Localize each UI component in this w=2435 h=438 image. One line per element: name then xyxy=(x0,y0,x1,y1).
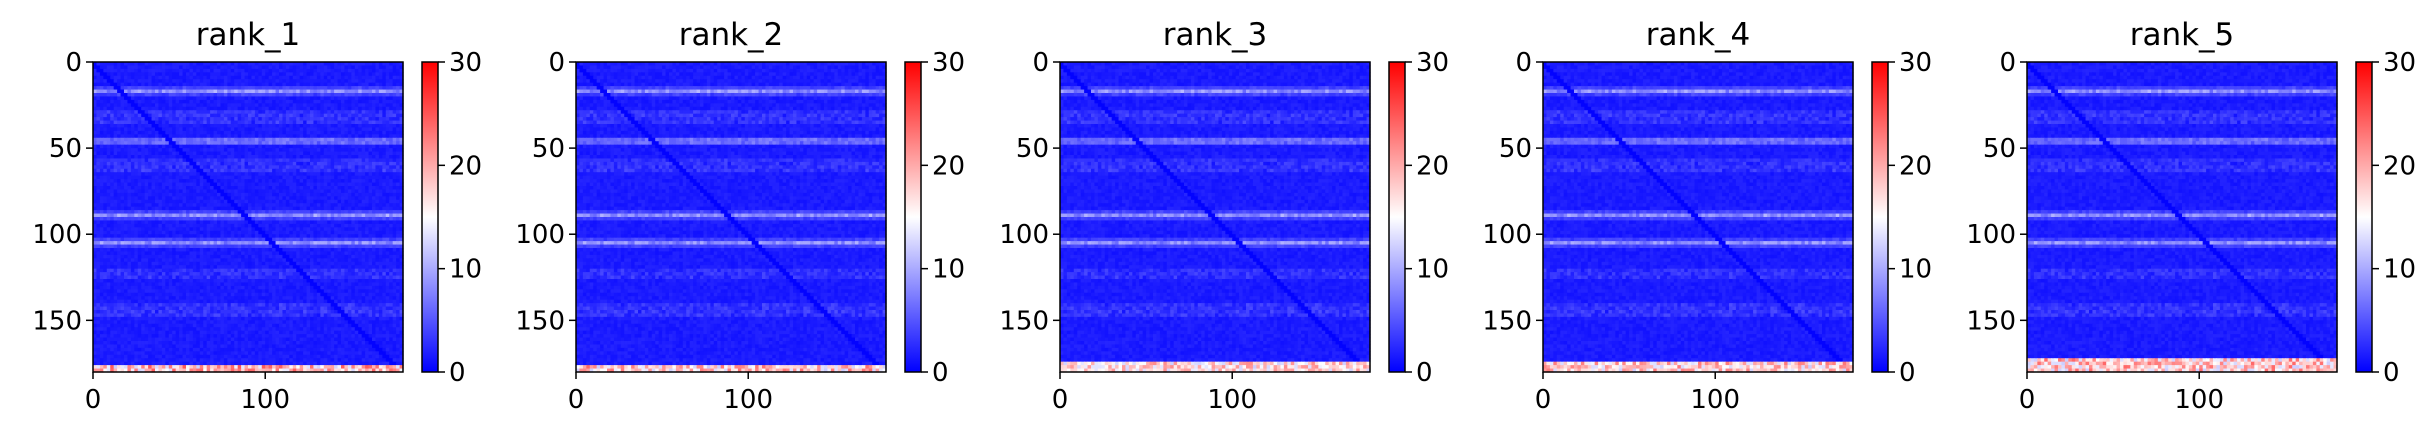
heatmap-image xyxy=(1543,62,1854,373)
x-tick-label: 0 xyxy=(85,385,102,415)
y-tick-label: 100 xyxy=(1482,220,1532,250)
colorbar-tick-label: 20 xyxy=(1416,151,1449,181)
heatmap-panel-rank_1: rank_1 0 50 100 150 0 100 0 10 20 30 xyxy=(32,17,482,415)
y-tick-label: 150 xyxy=(1966,306,2016,336)
colorbar-tick-label: 30 xyxy=(1899,48,1932,78)
heatmap-panel-rank_4: rank_4 0 50 100 150 0 100 0 10 20 30 xyxy=(1482,17,1932,415)
panel-title: rank_1 xyxy=(196,17,301,53)
colorbar: 0 10 20 30 xyxy=(1388,48,1449,388)
heatmap-image xyxy=(93,62,404,373)
colorbar-tick-label: 0 xyxy=(932,358,949,388)
y-tick-label: 0 xyxy=(65,48,82,78)
colorbar-tick-label: 10 xyxy=(2383,255,2416,285)
colorbar-tick-label: 0 xyxy=(1416,358,1433,388)
colorbar-tick-label: 0 xyxy=(449,358,466,388)
y-tick-label: 0 xyxy=(1999,48,2016,78)
y-tick-label: 100 xyxy=(1966,220,2016,250)
panel-title: rank_4 xyxy=(1646,17,1751,53)
panel-title: rank_5 xyxy=(2130,17,2235,53)
colorbar: 0 10 20 30 xyxy=(904,48,965,388)
colorbar-gradient xyxy=(1388,61,1406,373)
x-tick-label: 100 xyxy=(1690,385,1740,415)
y-tick-label: 100 xyxy=(32,220,82,250)
x-tick-label: 100 xyxy=(1207,385,1257,415)
y-tick-label: 50 xyxy=(532,134,565,164)
y-tick-label: 150 xyxy=(999,306,1049,336)
colorbar-tick-label: 0 xyxy=(1899,358,1916,388)
y-tick-label: 0 xyxy=(1032,48,1049,78)
panel-title: rank_3 xyxy=(1163,17,1268,53)
colorbar-tick-label: 0 xyxy=(2383,358,2400,388)
colorbar-gradient xyxy=(421,61,439,373)
y-tick-label: 150 xyxy=(1482,306,1532,336)
colorbar-tick-label: 20 xyxy=(1899,151,1932,181)
x-tick-label: 100 xyxy=(2174,385,2224,415)
axes-frame xyxy=(1059,61,1371,373)
x-tick-label: 0 xyxy=(1052,385,1069,415)
y-tick-label: 150 xyxy=(515,306,565,336)
x-tick-label: 0 xyxy=(568,385,585,415)
y-tick-label: 0 xyxy=(548,48,565,78)
y-tick-label: 150 xyxy=(32,306,82,336)
colorbar: 0 10 20 30 xyxy=(2355,48,2416,388)
panel-title: rank_2 xyxy=(679,17,784,53)
colorbar-gradient xyxy=(2355,61,2373,373)
colorbar-tick-label: 30 xyxy=(932,48,965,78)
colorbar-tick-label: 30 xyxy=(449,48,482,78)
heatmap-panel-rank_5: rank_5 0 50 100 150 0 100 0 10 20 30 xyxy=(1966,17,2416,415)
colorbar-tick-label: 10 xyxy=(932,255,965,285)
y-tick-label: 50 xyxy=(1016,134,1049,164)
colorbar-gradient xyxy=(904,61,922,373)
y-tick-label: 0 xyxy=(1515,48,1532,78)
colorbar-tick-label: 30 xyxy=(1416,48,1449,78)
colorbar: 0 10 20 30 xyxy=(421,48,482,388)
heatmap-panel-rank_2: rank_2 0 50 100 150 0 100 0 10 20 30 xyxy=(515,17,965,415)
colorbar-tick-label: 10 xyxy=(1899,255,1932,285)
x-tick-label: 0 xyxy=(1535,385,1552,415)
colorbar-tick-label: 20 xyxy=(2383,151,2416,181)
x-tick-label: 0 xyxy=(2019,385,2036,415)
y-tick-label: 50 xyxy=(1983,134,2016,164)
heatmap-image xyxy=(2027,62,2338,373)
y-tick-label: 100 xyxy=(515,220,565,250)
axes-frame xyxy=(575,61,887,373)
heatmap-image xyxy=(576,62,887,373)
x-tick-label: 100 xyxy=(723,385,773,415)
colorbar-tick-label: 30 xyxy=(2383,48,2416,78)
colorbar: 0 10 20 30 xyxy=(1871,48,1932,388)
colorbar-tick-label: 10 xyxy=(449,255,482,285)
axes-frame xyxy=(2026,61,2338,373)
colorbar-tick-label: 20 xyxy=(932,151,965,181)
axes-frame xyxy=(92,61,404,373)
x-tick-label: 100 xyxy=(240,385,290,415)
axes-frame xyxy=(1542,61,1854,373)
colorbar-tick-label: 20 xyxy=(449,151,482,181)
y-tick-label: 100 xyxy=(999,220,1049,250)
heatmap-panel-rank_3: rank_3 0 50 100 150 0 100 0 10 20 30 xyxy=(999,17,1449,415)
y-tick-label: 50 xyxy=(49,134,82,164)
heatmap-image xyxy=(1060,62,1371,373)
colorbar-tick-label: 10 xyxy=(1416,255,1449,285)
colorbar-gradient xyxy=(1871,61,1889,373)
y-tick-label: 50 xyxy=(1499,134,1532,164)
